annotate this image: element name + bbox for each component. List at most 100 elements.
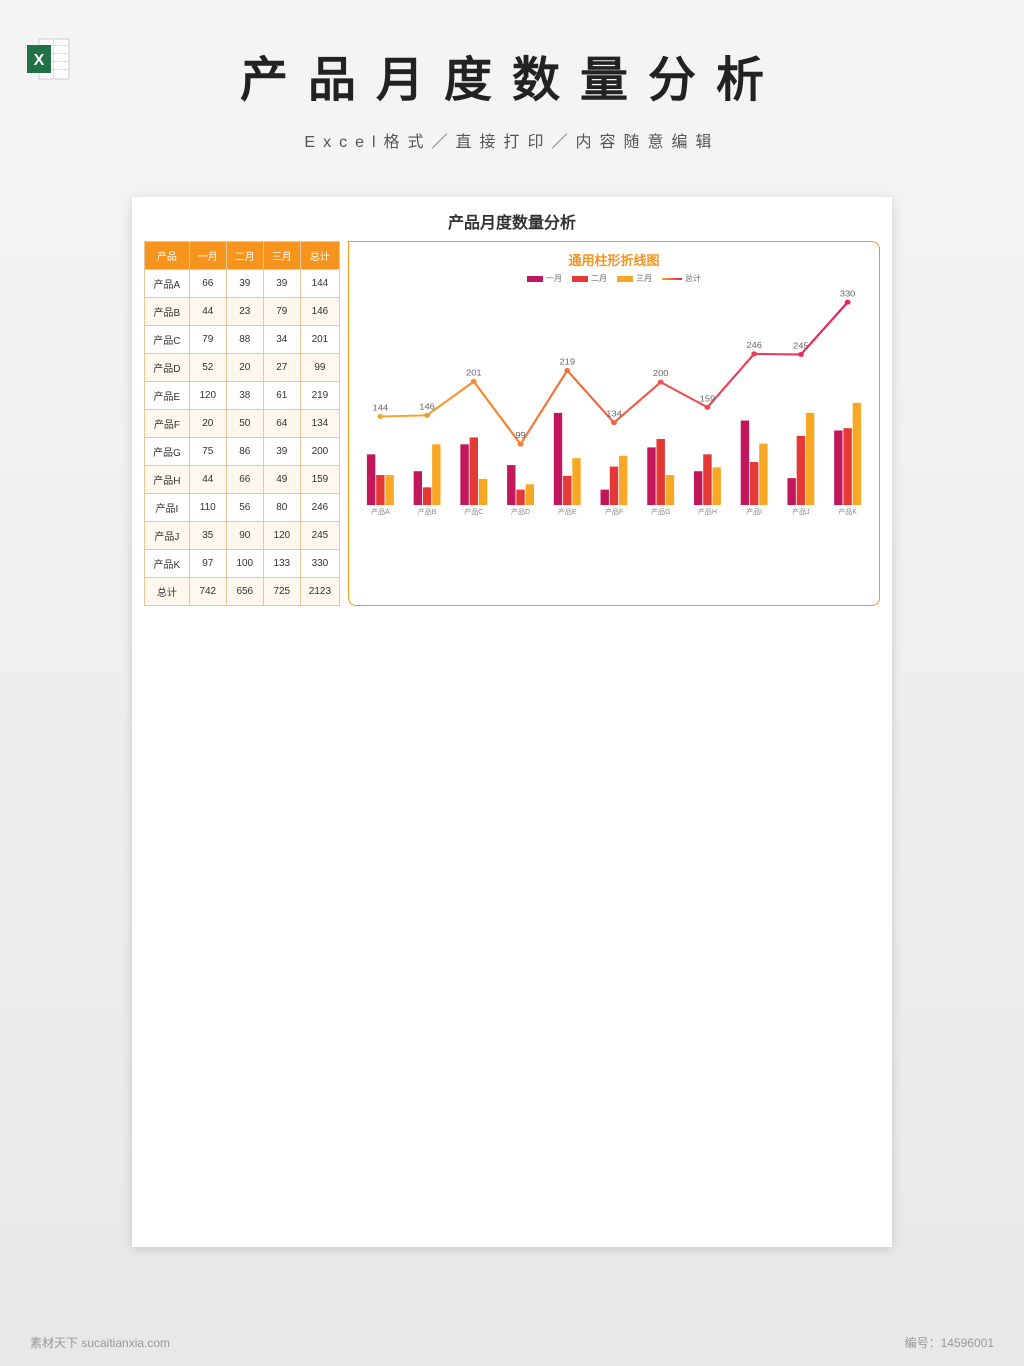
table-cell: 49 <box>263 466 300 494</box>
chart-bar <box>666 475 674 505</box>
chart-bar <box>554 413 562 505</box>
table-row: 产品F205064134 <box>145 410 340 438</box>
table-cell: 120 <box>263 522 300 550</box>
table-cell: 34 <box>263 326 300 354</box>
chart-x-label: 产品J <box>778 507 825 517</box>
table-cell: 产品H <box>145 466 190 494</box>
chart-x-label: 产品D <box>497 507 544 517</box>
table-cell: 产品I <box>145 494 190 522</box>
chart-bar <box>750 462 758 505</box>
chart-bar <box>703 454 711 505</box>
chart-value-label: 219 <box>560 357 576 366</box>
table-cell: 742 <box>189 578 226 606</box>
chart-svg: 14414620199219134200159246245330 <box>357 290 871 505</box>
table-cell: 246 <box>300 494 339 522</box>
table-cell: 产品J <box>145 522 190 550</box>
chart-bar <box>385 475 393 505</box>
legend-label: 一月 <box>546 273 562 284</box>
legend-label: 总计 <box>685 273 701 284</box>
table-header-cell: 二月 <box>226 242 263 270</box>
table-cell: 90 <box>226 522 263 550</box>
chart-value-label: 245 <box>793 341 809 350</box>
legend-swatch <box>527 276 543 282</box>
table-header-cell: 产品 <box>145 242 190 270</box>
chart-bar <box>657 439 665 505</box>
table-row: 产品A663939144 <box>145 270 340 298</box>
chart-marker <box>424 413 430 418</box>
chart-bar <box>470 437 478 505</box>
document-sheet: 产品月度数量分析 产品一月二月三月总计 产品A663939144产品B44237… <box>132 197 892 1247</box>
table-cell: 2123 <box>300 578 339 606</box>
footer-id: 编号：14596001 <box>905 1334 994 1351</box>
content-row: 产品一月二月三月总计 产品A663939144产品B442379146产品C79… <box>144 241 880 606</box>
table-cell: 88 <box>226 326 263 354</box>
chart-x-labels: 产品A产品B产品C产品D产品E产品F产品G产品H产品I产品J产品K <box>357 507 871 517</box>
table-cell: 20 <box>189 410 226 438</box>
table-row: 产品G758639200 <box>145 438 340 466</box>
table-cell: 56 <box>226 494 263 522</box>
chart-bar <box>432 444 440 505</box>
chart-bar <box>423 487 431 505</box>
chart-bar <box>843 428 851 505</box>
legend-swatch <box>572 276 588 282</box>
chart-marker <box>658 380 664 385</box>
table-cell: 产品K <box>145 550 190 578</box>
table-header-cell: 三月 <box>263 242 300 270</box>
chart-value-label: 200 <box>653 369 669 378</box>
chart-bar <box>834 431 842 505</box>
legend-line-swatch <box>662 278 682 280</box>
chart-value-label: 246 <box>746 341 762 350</box>
chart-x-label: 产品C <box>450 507 497 517</box>
chart-marker <box>611 420 617 425</box>
chart-bar <box>797 436 805 505</box>
footer: 素材天下 sucaitianxia.com 编号：14596001 <box>0 1334 1024 1351</box>
chart-x-label: 产品B <box>404 507 451 517</box>
table-cell: 80 <box>263 494 300 522</box>
excel-icon: X <box>25 35 73 83</box>
table-cell: 66 <box>226 466 263 494</box>
table-cell: 75 <box>189 438 226 466</box>
table-cell: 产品D <box>145 354 190 382</box>
chart-bar <box>572 458 580 505</box>
legend-item: 二月 <box>572 273 607 284</box>
chart-marker <box>518 442 524 447</box>
chart-value-label: 159 <box>700 394 716 403</box>
legend-item: 三月 <box>617 273 652 284</box>
table-cell: 38 <box>226 382 263 410</box>
table-cell: 产品G <box>145 438 190 466</box>
chart-bar <box>694 471 702 505</box>
table-cell: 159 <box>300 466 339 494</box>
footer-id-label: 编号： <box>905 1336 941 1350</box>
table-cell: 23 <box>226 298 263 326</box>
table-cell: 39 <box>263 270 300 298</box>
chart-marker <box>564 368 570 373</box>
footer-source: 素材天下 sucaitianxia.com <box>30 1334 170 1351</box>
chart-value-label: 201 <box>466 368 482 377</box>
sheet-title: 产品月度数量分析 <box>144 209 880 233</box>
table-header-cell: 一月 <box>189 242 226 270</box>
table-cell: 产品E <box>145 382 190 410</box>
table-cell: 110 <box>189 494 226 522</box>
data-table: 产品一月二月三月总计 产品A663939144产品B442379146产品C79… <box>144 241 340 606</box>
chart-value-label: 144 <box>373 403 389 412</box>
table-cell: 97 <box>189 550 226 578</box>
table-row: 产品C798834201 <box>145 326 340 354</box>
chart-bar <box>619 456 627 505</box>
page-subtitle: Excel格式／直接打印／内容随意编辑 <box>0 128 1024 152</box>
table-row: 产品H446649159 <box>145 466 340 494</box>
chart-marker <box>705 405 711 410</box>
table-row: 产品I1105680246 <box>145 494 340 522</box>
chart-bar <box>526 484 534 505</box>
legend-item: 一月 <box>527 273 562 284</box>
chart-value-label: 99 <box>515 431 526 440</box>
legend-label: 三月 <box>636 273 652 284</box>
chart-legend: 一月二月 三月 总计 <box>357 273 871 284</box>
chart-bar <box>479 479 487 505</box>
chart-bar <box>367 454 375 505</box>
table-cell: 产品C <box>145 326 190 354</box>
legend-swatch <box>617 276 633 282</box>
chart-x-label: 产品I <box>731 507 778 517</box>
footer-id-value: 14596001 <box>941 1336 994 1350</box>
table-cell: 39 <box>263 438 300 466</box>
chart-plot-area: 14414620199219134200159246245330 <box>357 290 871 505</box>
